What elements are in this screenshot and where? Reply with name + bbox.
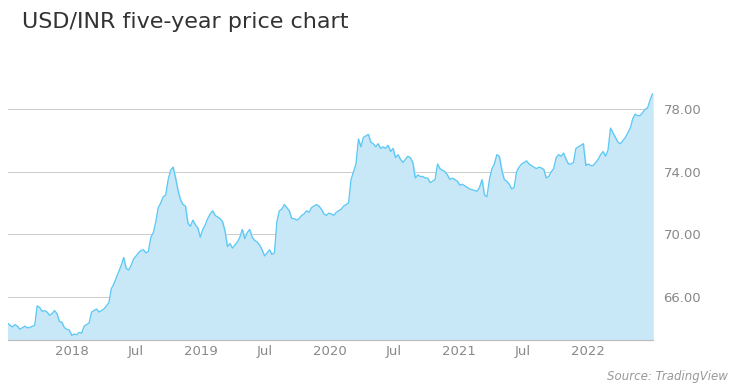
Text: USD/INR five-year price chart: USD/INR five-year price chart (22, 12, 349, 32)
Text: Source: TradingView: Source: TradingView (607, 370, 728, 383)
